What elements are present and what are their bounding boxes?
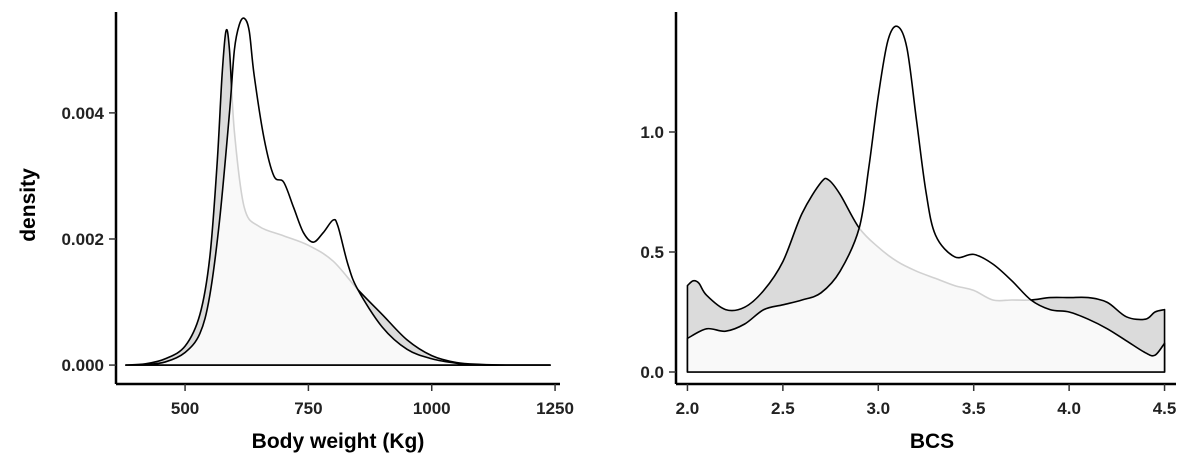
body-weight-y-axis-title: density xyxy=(17,168,40,242)
bcs-x-tick-label: 2.5 xyxy=(771,399,795,418)
bcs-x-tick-label: 4.0 xyxy=(1057,399,1081,418)
body-weight-y-tick-label: 0.002 xyxy=(61,230,104,249)
bcs-density-area-2 xyxy=(686,25,1166,373)
body-weight-density-chart: 500 750 1000 1250 0.000 0.002 0.004 Body weigh… xyxy=(17,12,574,453)
body-weight-x-tick-label: 1250 xyxy=(536,399,574,418)
bcs-x-tick-label: 3.0 xyxy=(866,399,890,418)
bcs-density-areas xyxy=(686,25,1166,373)
body-weight-density-area-2 xyxy=(125,17,551,367)
bcs-y-tick-label: 0.5 xyxy=(640,243,664,262)
bcs-density-chart: 2.0 2.5 3.0 3.5 4.0 4.5 0.0 0.5 1.0 BCS xyxy=(640,12,1176,453)
bcs-y-tick-label: 1.0 xyxy=(640,123,664,142)
body-weight-y-tick-label: 0.000 xyxy=(61,356,104,375)
body-weight-x-tick-label: 750 xyxy=(294,399,322,418)
body-weight-x-axis-title: Body weight (Kg) xyxy=(252,430,425,453)
body-weight-x-tick-label: 500 xyxy=(171,399,199,418)
bcs-x-tick-label: 3.5 xyxy=(962,399,986,418)
bcs-x-tick-label: 4.5 xyxy=(1153,399,1177,418)
body-weight-density-areas xyxy=(125,17,551,367)
bcs-ticks: 2.0 2.5 3.0 3.5 4.0 4.5 0.0 0.5 1.0 xyxy=(640,123,1176,418)
body-weight-y-tick-label: 0.004 xyxy=(61,104,104,123)
bcs-x-tick-label: 2.0 xyxy=(676,399,700,418)
bcs-x-axis-title: BCS xyxy=(910,430,954,453)
body-weight-x-tick-label: 1000 xyxy=(413,399,451,418)
bcs-y-tick-label: 0.0 xyxy=(640,363,664,382)
body-weight-ticks: 500 750 1000 1250 0.000 0.002 0.004 xyxy=(61,104,574,418)
